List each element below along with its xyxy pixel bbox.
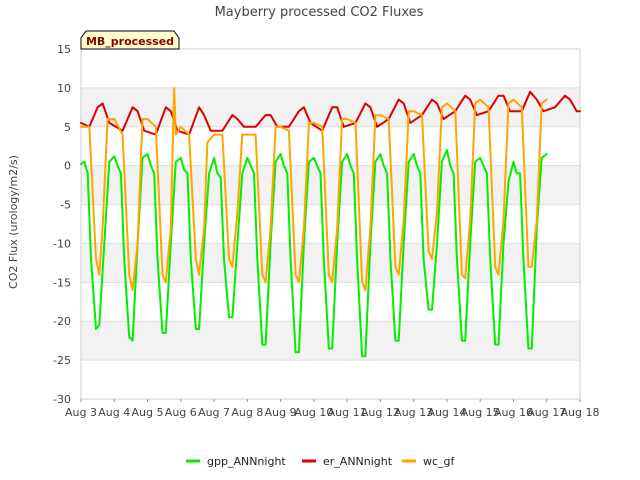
grid-band [81, 321, 580, 361]
grid-bands [81, 87, 580, 361]
x-tick-label: Aug 16 [494, 406, 533, 419]
x-tick-label: Aug 11 [328, 406, 367, 419]
grid-band [81, 165, 580, 205]
x-tick-label: Aug 9 [265, 406, 297, 419]
grid-band [81, 87, 580, 127]
y-tick-label: 15 [57, 43, 71, 56]
grid-band [81, 243, 580, 283]
x-tick-label: Aug 14 [427, 406, 466, 419]
x-tick-label: Aug 13 [394, 406, 433, 419]
x-tick-label: Aug 6 [165, 406, 197, 419]
dataset-badge: MB_processed [80, 30, 180, 50]
x-tick-label: Aug 10 [294, 406, 333, 419]
y-tick-label: -25 [53, 354, 71, 367]
x-tick-label: Aug 7 [198, 406, 230, 419]
x-tick-label: Aug 18 [561, 406, 600, 419]
badge-box [80, 30, 180, 50]
x-tick-label: Aug 15 [461, 406, 500, 419]
y-tick-label: -30 [53, 393, 71, 406]
plot-frame [80, 48, 581, 400]
legend: gpp_ANNnight er_ANNnight wc_gf [186, 455, 456, 468]
legend-label-wc_gf: wc_gf [423, 455, 456, 468]
y-axis-label: CO2 Flux (urology/m2/s) [7, 155, 20, 289]
y-tick-label: -5 [60, 199, 71, 212]
y-tick-label: 10 [57, 82, 71, 95]
y-tick-label: 5 [64, 121, 71, 134]
y-axis-ticks: 15 10 5 0 -5 -10 -15 -20 -25 -30 [53, 43, 71, 406]
y-tick-label: 0 [64, 160, 71, 173]
x-tick-label: Aug 5 [132, 406, 164, 419]
x-tick-label: Aug 4 [98, 406, 130, 419]
series-line-er_ANNnight [80, 90, 581, 136]
series-layer [80, 86, 581, 358]
x-tick-label: Aug 8 [231, 406, 263, 419]
x-tick-label: Aug 12 [361, 406, 400, 419]
chart-title: Mayberry processed CO2 Fluxes [215, 5, 424, 20]
y-tick-label: -10 [53, 237, 71, 250]
y-tick-label: -15 [53, 276, 71, 289]
y-tick-label: -20 [53, 315, 71, 328]
series-line-wc_gf [80, 86, 548, 292]
legend-label-er_ANNnight: er_ANNnight [323, 455, 393, 468]
badge-label: MB_processed [86, 35, 174, 48]
x-tick-label: Aug 17 [527, 406, 566, 419]
legend-label-gpp_ANNnight: gpp_ANNnight [207, 455, 286, 468]
x-tick-label: Aug 3 [65, 406, 97, 419]
series-line-gpp_ANNnight [80, 149, 548, 358]
